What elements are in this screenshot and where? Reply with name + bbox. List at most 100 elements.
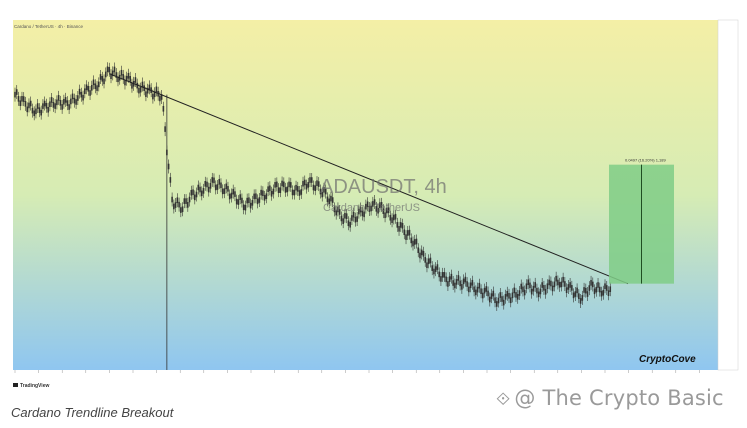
candle-body (169, 177, 172, 183)
candle-body (181, 206, 184, 213)
candle-body (337, 206, 339, 213)
candle-body (595, 286, 598, 293)
candle-body (497, 297, 500, 304)
candle-body (256, 198, 259, 205)
candle-body (225, 183, 228, 190)
candle-body (152, 93, 154, 100)
candle-body (42, 103, 44, 109)
candle-body (155, 86, 158, 93)
candle-body (422, 251, 425, 257)
candle-body (398, 226, 400, 232)
candle-body (174, 202, 177, 208)
candle-body (448, 276, 451, 282)
candle-body (66, 100, 69, 106)
candle-body (380, 202, 383, 208)
candle-body (125, 75, 128, 82)
candle-body (466, 281, 468, 287)
candle-body (108, 66, 111, 73)
candle-body (495, 301, 498, 307)
candle-body (97, 81, 100, 88)
candle-body (141, 81, 144, 88)
candle-body (440, 276, 442, 282)
candle-body (43, 100, 46, 107)
candle-body (349, 221, 351, 228)
candle-body (139, 86, 142, 93)
candle-body (36, 103, 39, 109)
candle-body (167, 163, 170, 170)
candle-body (447, 281, 449, 287)
candle-body (588, 285, 591, 291)
candle-body (153, 91, 156, 98)
candle-body (576, 287, 578, 294)
candle-body (246, 197, 248, 204)
candle-body (47, 106, 49, 113)
center-symbol: ADAUSDT, 4h (320, 176, 447, 198)
candle-body (70, 98, 72, 105)
candle-body (431, 265, 434, 271)
candle-body (253, 193, 255, 200)
candle-body (204, 181, 207, 187)
candle-body (223, 188, 226, 194)
candle-body (452, 280, 454, 286)
candle-body (232, 188, 235, 195)
candle-body (492, 290, 495, 297)
candle-body (263, 195, 266, 201)
candle-body (344, 212, 346, 219)
candle-body (396, 222, 399, 228)
candle-body (145, 91, 147, 97)
candle-body (419, 252, 421, 259)
candle-body (347, 220, 350, 227)
candle-body (101, 75, 104, 82)
candle-body (520, 283, 523, 290)
candle-body (214, 184, 217, 191)
candle-body (506, 290, 509, 297)
caption: Cardano Trendline Breakout (11, 405, 174, 420)
candle-body (539, 288, 542, 295)
candle-body (207, 186, 210, 193)
candle-body (504, 294, 507, 300)
candle-body (333, 206, 336, 213)
candle-body (560, 281, 563, 288)
candle-body (605, 285, 608, 291)
candle-body (242, 204, 245, 211)
candle-body (529, 282, 531, 289)
candle-body (110, 73, 112, 79)
price-scale (717, 19, 739, 371)
candle-body (340, 215, 343, 222)
candle-body (80, 91, 83, 98)
candle-body (131, 83, 133, 89)
candle-body (28, 102, 30, 109)
candle-body (543, 285, 545, 291)
candle-body (499, 292, 502, 298)
candle-body (379, 202, 381, 209)
center-name: Cardano / TetherUS (323, 202, 420, 214)
candle-body (473, 286, 475, 293)
candle-body (569, 282, 571, 288)
candle-body (171, 196, 173, 203)
candle-body (94, 83, 97, 90)
candle-body (483, 287, 486, 294)
candle-body (251, 200, 254, 206)
candle-body (307, 182, 310, 188)
candle-body (401, 223, 404, 229)
candle-body (21, 96, 23, 102)
candle-body (403, 229, 406, 236)
candle-body (476, 286, 479, 293)
candle-body (106, 66, 109, 73)
candle-body (300, 189, 303, 195)
candle-body (429, 257, 432, 264)
candle-body (406, 230, 409, 236)
candle-body (604, 283, 606, 290)
candle-body (525, 283, 528, 290)
candle-body (593, 288, 596, 295)
candle-body (162, 105, 165, 112)
candle-body (372, 201, 374, 207)
candle-body (111, 70, 114, 77)
candle-body (581, 295, 584, 301)
candle-body (490, 293, 493, 299)
candle-body (475, 289, 477, 296)
header-line1: Cardano / TetherUS · 4h · Binance (14, 24, 83, 29)
candle-body (345, 213, 348, 219)
candle-body (276, 181, 278, 188)
candle-body (317, 181, 320, 187)
